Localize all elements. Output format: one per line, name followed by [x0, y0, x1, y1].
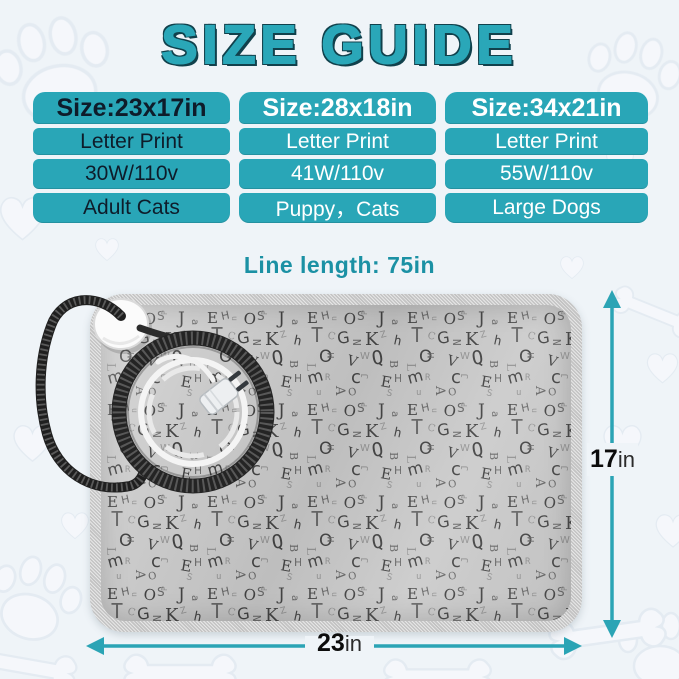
power-spec-medium: 41W/110v: [239, 159, 436, 189]
controller-highlight: [102, 334, 140, 345]
print-type-medium: Letter Print: [239, 128, 436, 155]
height-unit: in: [617, 447, 635, 472]
pet-type-medium: Puppy，Cats: [239, 193, 436, 223]
power-cord: [35, 295, 275, 494]
size-header-small: Size:23x17in: [33, 92, 230, 124]
width-label-patch: 23in: [305, 631, 374, 657]
thermostat-controller: [93, 298, 149, 350]
size-column-large: Size:34x21in Letter Print 55W/110v Large…: [445, 92, 648, 223]
power-spec-small: 30W/110v: [33, 159, 230, 189]
print-type-large: Letter Print: [445, 128, 648, 155]
white-cable: [138, 353, 248, 467]
coiled-cord: [111, 330, 275, 494]
width-value: 23: [317, 629, 345, 657]
size-table: Size:23x17in Letter Print 30W/110v Adult…: [33, 92, 648, 223]
width-unit: in: [344, 631, 362, 656]
line-length-label: Line length: 75in: [243, 252, 436, 278]
height-value: 17: [590, 445, 618, 473]
power-plug: [199, 370, 249, 415]
size-header-large: Size:34x21in: [445, 92, 648, 124]
page-title: SIZE GUIDE: [160, 14, 518, 76]
size-column-small: Size:23x17in Letter Print 30W/110v Adult…: [33, 92, 230, 223]
lead-cord: [35, 295, 149, 493]
power-spec-large: 55W/110v: [445, 159, 648, 189]
print-type-small: Letter Print: [33, 128, 230, 155]
size-column-medium: Size:28x18in Letter Print 41W/110v Puppy…: [239, 92, 436, 223]
pet-type-small: Adult Cats: [33, 193, 230, 223]
pet-type-large: Large Dogs: [445, 193, 648, 223]
size-header-medium: Size:28x18in: [239, 92, 436, 124]
width-dimension-label: 23in: [0, 631, 679, 657]
height-dimension-label: 17in: [587, 443, 638, 476]
